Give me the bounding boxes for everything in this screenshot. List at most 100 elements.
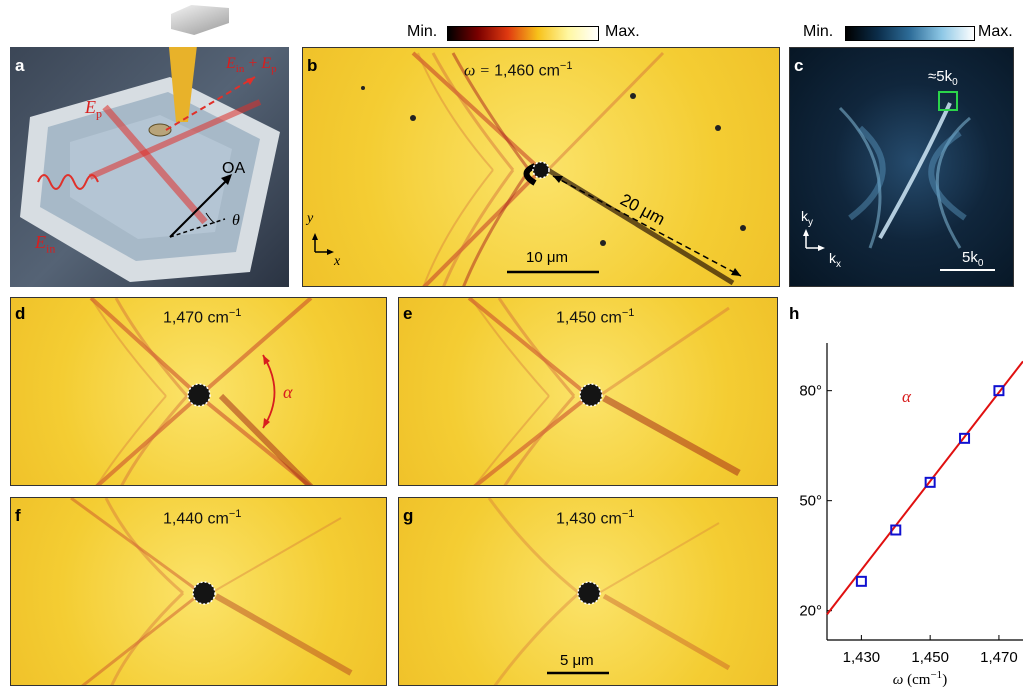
colorbar-b-max-label: Max. bbox=[605, 23, 640, 40]
x-axis-label-unit: (cm bbox=[903, 672, 930, 688]
panel-b-freq-unit: cm bbox=[538, 62, 560, 80]
panel-e-freq-value: 1,450 bbox=[556, 309, 597, 327]
panel-b-freq-value: 1,460 bbox=[494, 62, 535, 80]
panel-a-image bbox=[10, 47, 289, 287]
ein-field-symbol: E bbox=[35, 232, 46, 252]
panel-d-letter: d bbox=[15, 304, 26, 323]
x-axis-label-omega: ω bbox=[893, 672, 904, 688]
panel-b-fringes bbox=[312, 51, 746, 286]
panel-c-kx-text: k bbox=[829, 250, 836, 266]
ein-sub: in bbox=[235, 63, 245, 76]
data-point bbox=[993, 385, 1005, 397]
x-axis-label: ω (cm−1) bbox=[893, 669, 947, 688]
panel-f-freq-exp: −1 bbox=[228, 508, 242, 520]
panel-c-kx-sub: x bbox=[836, 258, 841, 270]
x-axis-label-exp: −1 bbox=[930, 669, 942, 681]
colorbar-b-min-label: Min. bbox=[407, 23, 438, 40]
label-ein: Ein bbox=[35, 232, 55, 257]
panel-g-scale-label: 5 μm bbox=[560, 652, 594, 669]
panel-d-freq-exp: −1 bbox=[228, 307, 242, 319]
panel-f-image bbox=[10, 497, 387, 686]
panel-e-image bbox=[398, 297, 778, 486]
panel-f-frequency: 1,440 cm−1 bbox=[163, 508, 241, 528]
panel-c-scale-sub: 0 bbox=[977, 258, 984, 269]
y-tick-label: 80° bbox=[799, 383, 822, 400]
panel-c-axis-ky: ky bbox=[801, 208, 813, 228]
panel-e-freq-exp: −1 bbox=[621, 307, 635, 319]
panel-c-scale-label: 5k0 bbox=[962, 249, 983, 269]
panel-f-freq-unit: cm bbox=[207, 510, 229, 528]
series-label: α bbox=[902, 387, 912, 406]
panel-c-ky-sub: y bbox=[808, 216, 813, 228]
y-tick-label: 20° bbox=[799, 603, 822, 620]
panel-e-fringes bbox=[467, 298, 741, 485]
label-ep: Ep bbox=[85, 97, 102, 122]
panel-b-axis-x: x bbox=[334, 254, 341, 269]
tip-holder bbox=[171, 5, 229, 35]
panel-d-frequency: 1,470 cm−1 bbox=[163, 307, 241, 327]
ep-field-symbol: E bbox=[85, 97, 96, 117]
panel-c-letter: c bbox=[794, 56, 804, 75]
panel-c-image bbox=[789, 47, 1014, 287]
data-point bbox=[959, 432, 971, 444]
ep-field-sub: p bbox=[96, 106, 102, 121]
panel-d-freq-value: 1,470 bbox=[163, 309, 204, 327]
panel-b-frequency: ω = 1,460 cm−1 bbox=[464, 60, 572, 80]
x-tick-label: 1,470 bbox=[980, 649, 1018, 666]
panel-f-fringes bbox=[70, 498, 353, 685]
panel-g-freq-unit: cm bbox=[600, 510, 622, 528]
panel-d-image bbox=[10, 297, 387, 486]
fit-line bbox=[826, 360, 1023, 615]
ein-field-sub: in bbox=[46, 241, 56, 256]
panel-b-letter: b bbox=[307, 56, 318, 75]
panel-d-freq-unit: cm bbox=[207, 309, 229, 327]
panel-h-chart: 20° 50° 80° 1,430 1,450 1,470 α ω (cm−1) bbox=[782, 300, 1023, 689]
panel-a-illustration bbox=[20, 47, 280, 282]
panel-g-image bbox=[398, 497, 778, 686]
data-point bbox=[890, 524, 902, 536]
panel-c-axis-kx: kx bbox=[829, 250, 841, 270]
y-tick-label: 50° bbox=[799, 493, 822, 510]
panel-b-omega: ω = bbox=[464, 62, 495, 80]
panel-d-fringes bbox=[89, 298, 314, 485]
panel-a-letter: a bbox=[15, 56, 25, 75]
ein-symbol: E bbox=[226, 55, 236, 72]
panel-g-letter: g bbox=[403, 506, 414, 525]
panel-g-fringes bbox=[487, 498, 731, 685]
panel-g-freq-exp: −1 bbox=[621, 508, 635, 520]
ep-symbol: E bbox=[261, 55, 272, 72]
colorbar-c bbox=[845, 26, 975, 41]
panel-d-angle-label: α bbox=[283, 382, 293, 402]
colorbar-c-min-label: Min. bbox=[803, 23, 834, 40]
panel-b-image bbox=[302, 47, 780, 287]
label-oa: OA bbox=[222, 160, 246, 177]
panel-b-axis-y: y bbox=[307, 211, 314, 226]
colorbar-c-max-label: Max. bbox=[978, 23, 1013, 40]
panel-e-freq-unit: cm bbox=[600, 309, 622, 327]
panel-h-plot: 20° 50° 80° 1,430 1,450 1,470 α ω (cm−1) bbox=[799, 343, 1023, 688]
panel-c-annot-sub: 0 bbox=[952, 77, 958, 88]
panel-g-frequency: 1,430 cm−1 bbox=[556, 508, 634, 528]
data-point bbox=[855, 575, 867, 587]
panel-g-freq-value: 1,430 bbox=[556, 510, 597, 528]
panel-e-letter: e bbox=[403, 304, 413, 323]
panel-h-letter: h bbox=[789, 304, 800, 323]
panel-c-ky-text: k bbox=[801, 208, 808, 224]
panel-f-letter: f bbox=[15, 506, 21, 525]
panel-f-freq-value: 1,440 bbox=[163, 510, 204, 528]
panel-b-scale-label: 10 μm bbox=[526, 249, 568, 266]
panel-c-scale-text: 5k bbox=[962, 249, 978, 266]
panel-c-annot-text: ≈5k bbox=[928, 68, 953, 85]
x-tick-label: 1,430 bbox=[843, 649, 881, 666]
panel-b-freq-exp: −1 bbox=[559, 60, 573, 72]
x-axis-label-close: ) bbox=[942, 672, 947, 688]
label-ein-plus-ep: Ein + Ep bbox=[226, 55, 277, 75]
panel-e-frequency: 1,450 cm−1 bbox=[556, 307, 634, 327]
ep-sub: p bbox=[271, 63, 277, 76]
panel-c-annotation: ≈5k0 bbox=[928, 68, 958, 88]
colorbar-b bbox=[447, 26, 599, 41]
data-point bbox=[924, 476, 936, 488]
plus-sign: + bbox=[248, 55, 258, 72]
x-tick-label: 1,450 bbox=[911, 649, 949, 666]
panel-c-dispersion bbox=[803, 91, 995, 271]
